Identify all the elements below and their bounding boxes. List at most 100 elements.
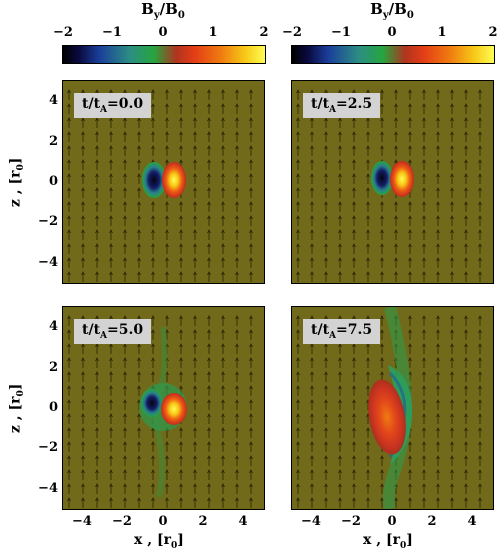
field-arrow-head [296, 413, 300, 418]
field-arrow-head [95, 229, 99, 234]
field-arrow-head [179, 229, 183, 234]
field-arrow-head [296, 187, 300, 192]
field-arrow-head [95, 469, 99, 474]
field-arrow-head [109, 413, 113, 418]
field-arrow-head [109, 159, 113, 164]
field-arrow-head [422, 229, 426, 234]
field-arrow-head [338, 413, 342, 418]
field-arrow-head [123, 441, 127, 446]
field-arrow-head [408, 103, 412, 108]
field-arrow-head [394, 243, 398, 248]
field-arrow-head [394, 89, 398, 94]
colorbar-tick: −1 [102, 25, 122, 40]
field-arrow-head [380, 229, 384, 234]
field-arrow-head [249, 271, 253, 276]
field-arrow-head [151, 215, 155, 220]
field-arrow-head [436, 117, 440, 122]
field-arrow-head [165, 215, 169, 220]
field-arrow-head [464, 483, 468, 488]
field-arrow-head [179, 257, 183, 262]
field-arrow-head [450, 441, 454, 446]
field-arrow-head [193, 103, 197, 108]
field-arrow-head [324, 427, 328, 432]
field-arrow-head [422, 145, 426, 150]
field-arrow-head [193, 469, 197, 474]
field-arrow-head [207, 103, 211, 108]
field-arrow-head [165, 103, 169, 108]
field-arrow-head [249, 215, 253, 220]
field-arrow-head [338, 315, 342, 320]
field-arrow-head [249, 385, 253, 390]
field-arrow-head [380, 117, 384, 122]
field-arrow-head [380, 257, 384, 262]
field-arrow-head [81, 371, 85, 376]
field-arrow-head [81, 497, 85, 502]
field-arrow-head [123, 201, 127, 206]
field-arrow-head [408, 343, 412, 348]
field-arrow-head [422, 159, 426, 164]
time-label: t/tA=5.0 [74, 319, 152, 344]
field-arrow-head [478, 103, 482, 108]
field-arrow-head [478, 201, 482, 206]
field-arrow-head [324, 201, 328, 206]
field-arrow-head [123, 469, 127, 474]
field-arrow-head [422, 357, 426, 362]
field-arrow-head [221, 357, 225, 362]
positive-lobe [390, 161, 414, 197]
field-arrow-head [436, 257, 440, 262]
field-arrow-head [324, 371, 328, 376]
field-arrow-head [207, 187, 211, 192]
field-arrow-head [151, 315, 155, 320]
field-arrow-head [67, 187, 71, 192]
field-arrow-head [81, 229, 85, 234]
field-arrow-head [408, 145, 412, 150]
field-arrow-head [478, 441, 482, 446]
field-arrow-head [179, 315, 183, 320]
field-arrow-head [310, 159, 314, 164]
field-arrow-head [464, 229, 468, 234]
field-arrow-head [95, 215, 99, 220]
field-arrow-head [422, 483, 426, 488]
field-arrow-head [207, 413, 211, 418]
field-arrow-head [137, 229, 141, 234]
field-map [67, 89, 253, 282]
field-arrow-head [67, 469, 71, 474]
field-arrow-head [310, 173, 314, 178]
field-arrow-head [422, 455, 426, 460]
field-arrow-head [422, 441, 426, 446]
field-arrow-head [95, 497, 99, 502]
field-arrow-head [151, 89, 155, 94]
negative-lobe [141, 389, 163, 417]
field-arrow-head [296, 483, 300, 488]
colorbar-tick: −2 [53, 25, 73, 40]
field-arrow-head [67, 89, 71, 94]
field-arrow-head [478, 497, 482, 502]
x-tick: −4 [72, 514, 92, 529]
field-arrow-head [193, 145, 197, 150]
field-arrow-head [81, 399, 85, 404]
field-arrow-head [67, 103, 71, 108]
field-arrow-head [235, 315, 239, 320]
field-arrow-head [179, 427, 183, 432]
field-arrow-head [137, 497, 141, 502]
field-arrow-head [436, 399, 440, 404]
field-arrow-head [324, 385, 328, 390]
field-arrow-head [221, 371, 225, 376]
field-arrow-head [366, 243, 370, 248]
y-tick: 0 [48, 174, 58, 189]
field-arrow-head [436, 427, 440, 432]
field-arrow-head [221, 257, 225, 262]
field-arrow-head [207, 371, 211, 376]
field-arrow-head [450, 371, 454, 376]
field-arrow-head [422, 243, 426, 248]
field-arrow-head [436, 469, 440, 474]
field-arrow-head [310, 131, 314, 136]
field-arrow-head [394, 131, 398, 136]
field-arrow-head [352, 399, 356, 404]
field-arrow-head [151, 469, 155, 474]
field-arrow-head [352, 413, 356, 418]
field-arrow-head [249, 455, 253, 460]
field-arrow-head [235, 497, 239, 502]
field-arrow-head [207, 243, 211, 248]
field-arrow-head [338, 427, 342, 432]
